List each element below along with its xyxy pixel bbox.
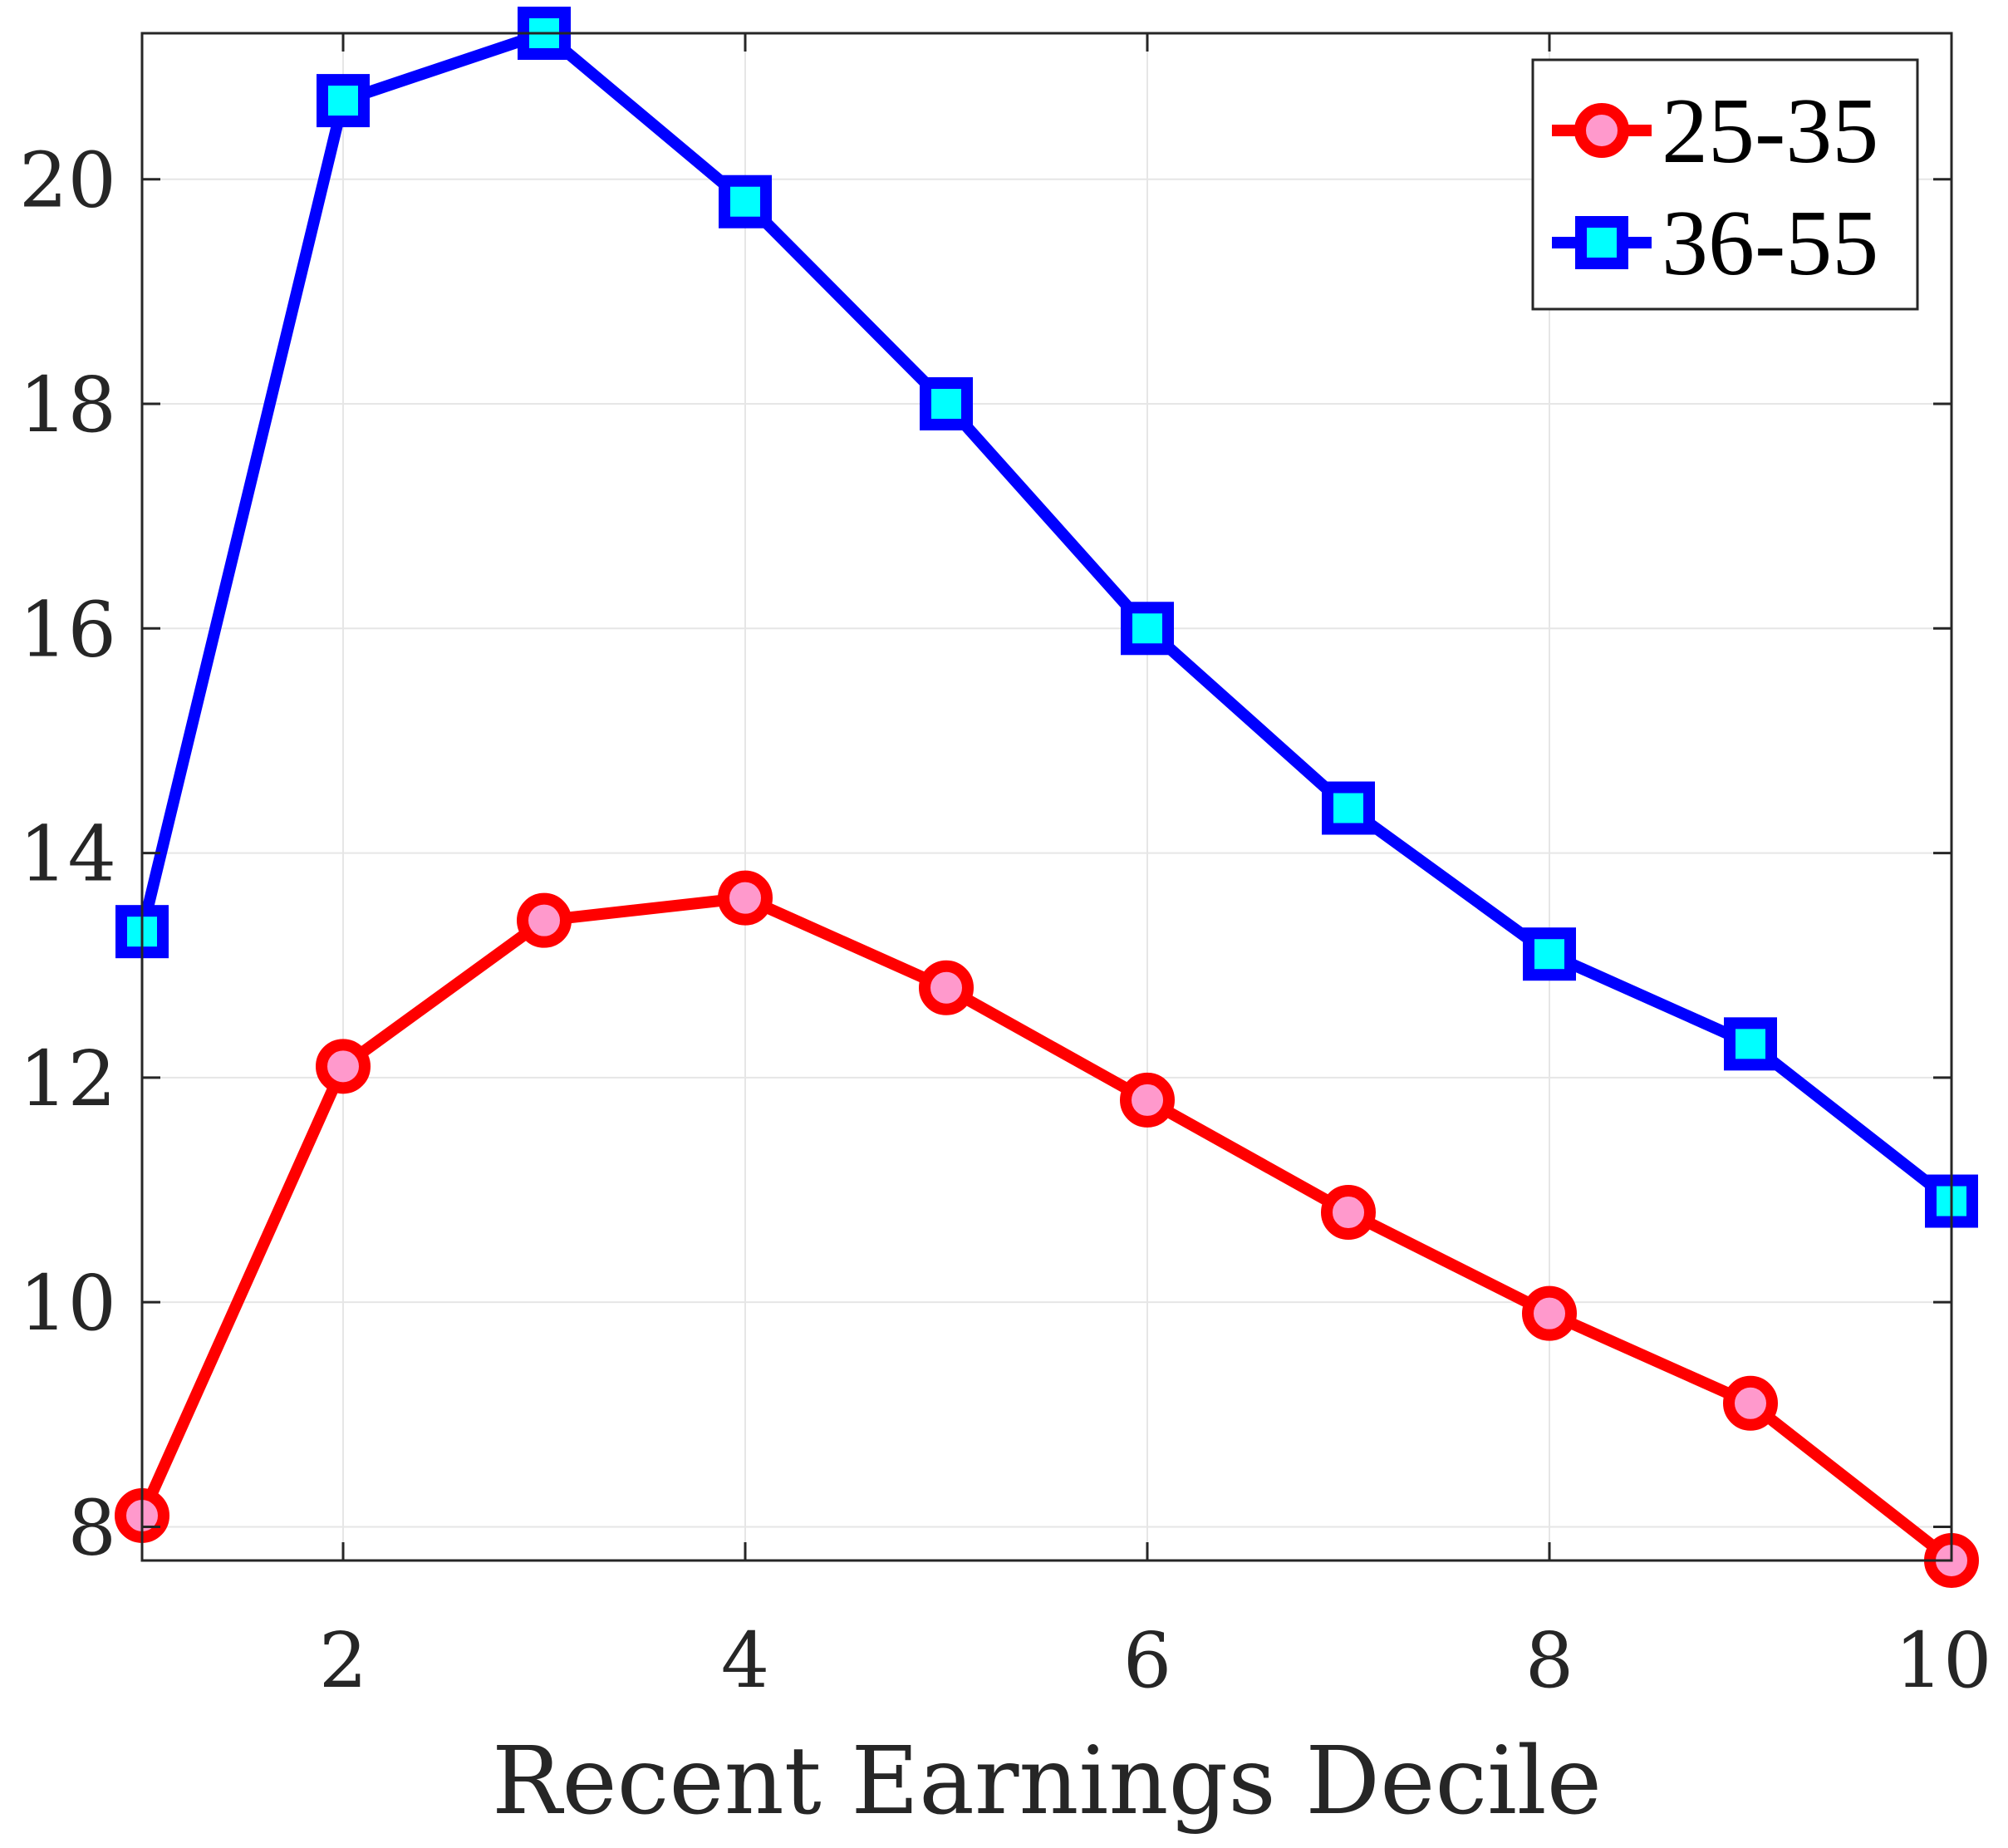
series-line [136,27,1956,1207]
y-tick-label: 12 [19,1035,116,1123]
y-tick-label: 20 [19,136,116,225]
legend-marker [1574,103,1629,158]
grid-lines [142,33,1952,1560]
x-tick-label: 6 [1123,1616,1172,1705]
legend-marker [1575,216,1628,269]
series-layer [115,7,1979,1588]
data-point [1121,602,1174,656]
data-point [718,870,773,926]
data-point [920,376,973,430]
data-point [1522,1285,1577,1341]
data-point [1523,927,1576,981]
x-tick-label: 8 [1525,1616,1574,1705]
axis-ticks [142,33,1953,1560]
data-point [1120,1072,1175,1128]
x-tick-label: 2 [319,1616,368,1705]
x-axis-title: Recent Earnings Decile [492,1728,1602,1836]
x-tick-label: 10 [1894,1616,1991,1705]
data-point [719,174,772,229]
data-point [919,960,974,1015]
x-tick-label: 4 [721,1616,770,1705]
y-tick-label: 18 [19,361,116,450]
legend-label: 36-55 [1662,192,1878,295]
data-point [1724,1017,1777,1071]
plot-frame [140,32,1953,1562]
data-point [1321,1185,1376,1241]
y-tick-label: 16 [19,585,116,674]
y-tick-label: 14 [19,810,116,899]
y-tick-label: 8 [67,1483,116,1572]
legend-item: 36-55 [1552,192,1878,295]
data-point [317,74,370,128]
series-line [136,892,1956,1565]
data-point [1322,781,1375,835]
y-tick-label: 10 [19,1259,116,1348]
legend-item: 25-35 [1552,80,1878,183]
data-point [517,892,572,948]
data-point [316,1039,371,1094]
tick-labels: 2 4 6 8 10 8 10 12 14 16 18 20 [19,136,1992,1705]
legend-label: 25-35 [1662,80,1878,183]
data-point [1723,1375,1778,1431]
series-36-55 [115,7,1978,1228]
